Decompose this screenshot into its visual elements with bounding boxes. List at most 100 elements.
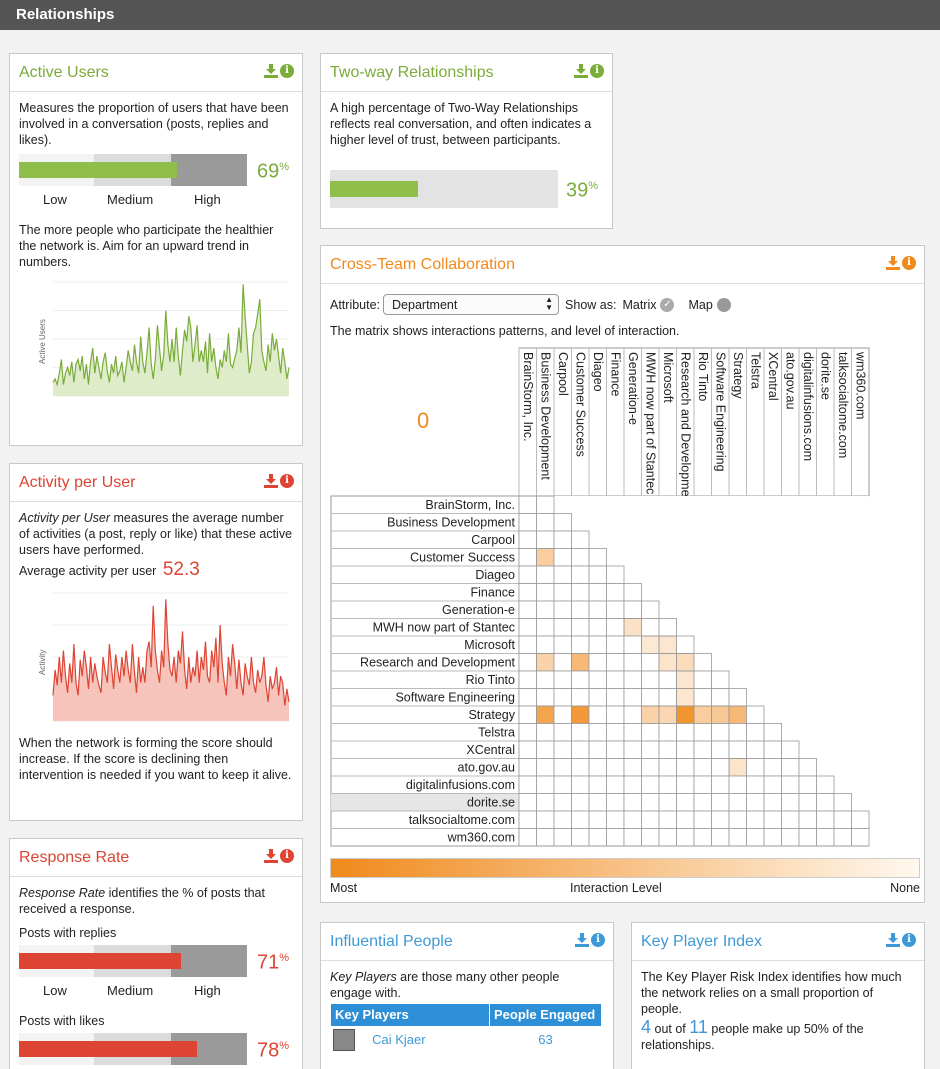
matrix-cell[interactable] — [571, 565, 590, 584]
matrix-cell[interactable] — [623, 670, 642, 689]
matrix-cell[interactable] — [606, 740, 625, 759]
matrix-cell[interactable] — [588, 583, 607, 602]
matrix-cell[interactable] — [518, 758, 537, 777]
matrix-cell[interactable] — [553, 565, 572, 584]
matrix-cell[interactable] — [518, 810, 537, 829]
matrix-cell[interactable] — [693, 723, 712, 742]
matrix-cell[interactable] — [606, 688, 625, 707]
matrix-cell[interactable] — [763, 758, 782, 777]
matrix-cell[interactable] — [658, 635, 677, 654]
matrix-cell[interactable] — [536, 548, 555, 567]
matrix-cell[interactable] — [623, 635, 642, 654]
matrix-cell[interactable] — [536, 583, 555, 602]
matrix-cell[interactable] — [676, 635, 695, 654]
download-icon[interactable] — [574, 64, 588, 78]
matrix-cell[interactable] — [606, 600, 625, 619]
matrix-cell[interactable] — [588, 670, 607, 689]
matrix-cell[interactable] — [623, 758, 642, 777]
matrix-cell[interactable] — [623, 828, 642, 847]
matrix-cell[interactable] — [553, 548, 572, 567]
matrix-cell[interactable] — [606, 775, 625, 794]
matrix-cell[interactable] — [623, 653, 642, 672]
matrix-cell[interactable] — [571, 583, 590, 602]
matrix-cell[interactable] — [693, 775, 712, 794]
matrix-cell[interactable] — [851, 828, 870, 847]
info-icon[interactable]: i — [280, 849, 294, 863]
matrix-cell[interactable] — [536, 565, 555, 584]
download-icon[interactable] — [886, 933, 900, 947]
matrix-cell[interactable] — [658, 618, 677, 637]
matrix-cell[interactable] — [518, 705, 537, 724]
matrix-cell[interactable] — [606, 670, 625, 689]
matrix-cell[interactable] — [781, 793, 800, 812]
matrix-cell[interactable] — [676, 740, 695, 759]
matrix-cell[interactable] — [553, 670, 572, 689]
matrix-cell[interactable] — [711, 688, 730, 707]
matrix-cell[interactable] — [623, 583, 642, 602]
matrix-cell[interactable] — [553, 723, 572, 742]
matrix-cell[interactable] — [693, 688, 712, 707]
matrix-cell[interactable] — [728, 775, 747, 794]
matrix-cell[interactable] — [553, 810, 572, 829]
matrix-cell[interactable] — [588, 653, 607, 672]
matrix-cell[interactable] — [571, 775, 590, 794]
matrix-cell[interactable] — [606, 618, 625, 637]
matrix-cell[interactable] — [728, 705, 747, 724]
matrix-cell[interactable] — [588, 723, 607, 742]
matrix-cell[interactable] — [641, 670, 660, 689]
matrix-cell[interactable] — [781, 828, 800, 847]
matrix-cell[interactable] — [693, 758, 712, 777]
matrix-cell[interactable] — [676, 723, 695, 742]
matrix-cell[interactable] — [658, 653, 677, 672]
matrix-cell[interactable] — [816, 828, 835, 847]
download-icon[interactable] — [575, 933, 589, 947]
matrix-cell[interactable] — [553, 618, 572, 637]
matrix-cell[interactable] — [606, 793, 625, 812]
matrix-cell[interactable] — [816, 810, 835, 829]
matrix-cell[interactable] — [623, 705, 642, 724]
matrix-cell[interactable] — [711, 793, 730, 812]
matrix-cell[interactable] — [658, 758, 677, 777]
matrix-cell[interactable] — [588, 565, 607, 584]
matrix-cell[interactable] — [553, 740, 572, 759]
matrix-cell[interactable] — [606, 635, 625, 654]
matrix-cell[interactable] — [518, 775, 537, 794]
matrix-cell[interactable] — [658, 723, 677, 742]
matrix-cell[interactable] — [606, 758, 625, 777]
info-icon[interactable]: i — [591, 933, 605, 947]
matrix-cell[interactable] — [781, 810, 800, 829]
matrix-cell[interactable] — [693, 740, 712, 759]
matrix-cell[interactable] — [536, 758, 555, 777]
matrix-cell[interactable] — [746, 775, 765, 794]
matrix-cell[interactable] — [746, 705, 765, 724]
matrix-cell[interactable] — [798, 758, 817, 777]
matrix-cell[interactable] — [851, 810, 870, 829]
matrix-cell[interactable] — [606, 583, 625, 602]
matrix-cell[interactable] — [658, 828, 677, 847]
matrix-cell[interactable] — [746, 758, 765, 777]
matrix-cell[interactable] — [658, 705, 677, 724]
matrix-cell[interactable] — [711, 723, 730, 742]
matrix-cell[interactable] — [553, 530, 572, 549]
matrix-cell[interactable] — [553, 705, 572, 724]
matrix-cell[interactable] — [518, 723, 537, 742]
matrix-cell[interactable] — [606, 653, 625, 672]
matrix-cell[interactable] — [571, 548, 590, 567]
matrix-cell[interactable] — [763, 775, 782, 794]
download-icon[interactable] — [886, 256, 900, 270]
matrix-cell[interactable] — [553, 793, 572, 812]
matrix-cell[interactable] — [588, 705, 607, 724]
matrix-cell[interactable] — [641, 705, 660, 724]
matrix-cell[interactable] — [763, 793, 782, 812]
matrix-cell[interactable] — [641, 635, 660, 654]
matrix-cell[interactable] — [746, 793, 765, 812]
matrix-cell[interactable] — [658, 775, 677, 794]
matrix-cell[interactable] — [676, 688, 695, 707]
matrix-cell[interactable] — [553, 688, 572, 707]
matrix-cell[interactable] — [676, 653, 695, 672]
matrix-cell[interactable] — [693, 653, 712, 672]
matrix-cell[interactable] — [728, 740, 747, 759]
matrix-cell[interactable] — [588, 635, 607, 654]
matrix-cell[interactable] — [728, 688, 747, 707]
matrix-cell[interactable] — [711, 828, 730, 847]
